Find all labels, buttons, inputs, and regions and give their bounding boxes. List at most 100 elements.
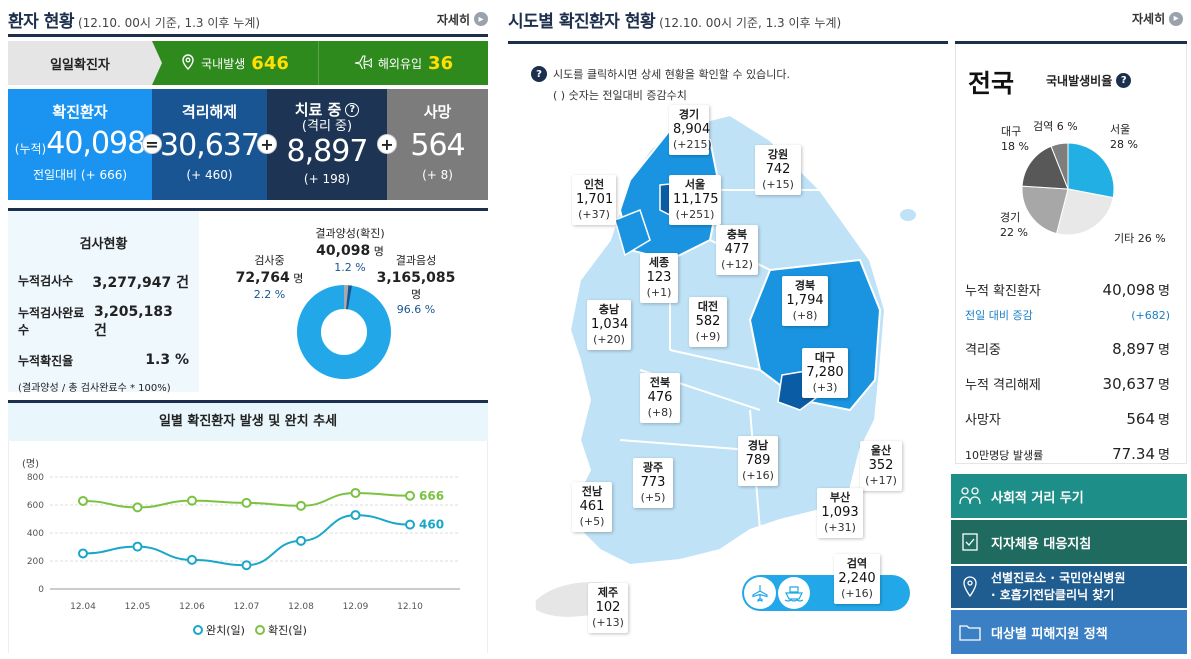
series-end-label: 666 xyxy=(419,489,444,503)
center-header: 시도별 확진환자 현황 (12.10. 00시 기준, 1.3 이후 누계) xyxy=(508,8,948,32)
trend-legend: 완치(일) 확진(일) xyxy=(193,622,307,638)
region-label-busan[interactable]: 부산 1,093 (+31) xyxy=(817,488,863,538)
clinic-finder-button[interactable]: 선별진료소 · 국민안심병원 · 호흡기전담클리닉 찾기 xyxy=(951,566,1187,608)
death-delta: (+ 8) xyxy=(422,167,453,182)
national-title: 전국 xyxy=(968,69,1015,98)
test-row: 누적검사수 3,277,947 건 xyxy=(18,274,189,291)
x-tick-label: 12.10 xyxy=(397,602,423,612)
domestic-cases: 국내발생 646 xyxy=(152,41,318,85)
pie-slice xyxy=(1021,185,1069,235)
data-point xyxy=(241,497,252,508)
daily-confirmed-label: 일일확진자 xyxy=(8,41,152,85)
local-guidelines-button[interactable]: 지자체용 대응지침 xyxy=(951,520,1187,564)
help-icon[interactable]: ? xyxy=(345,102,360,117)
map-hint: ? 시도를 클릭하시면 상세 현황을 확인할 수 있습니다. xyxy=(531,66,790,82)
treating-value: 8,897 xyxy=(286,134,369,170)
support-policy-button[interactable]: 대상별 피해지원 정책 xyxy=(951,610,1187,654)
airplane-icon xyxy=(354,54,373,72)
treating-label: 치료 중 xyxy=(294,101,342,119)
plus-icon: + xyxy=(257,134,277,154)
y-tick-label: 600 xyxy=(27,501,44,511)
button-label: 사회적 거리 두기 xyxy=(991,490,1084,506)
trend-line-chart: 0 200 400 600 800 12.04 12.05 12.06 12.07 12.08 12… xyxy=(27,473,460,612)
social-distancing-button[interactable]: 사회적 거리 두기 xyxy=(951,474,1187,518)
region-label-gyeonggi[interactable]: 경기 8,904 (+215) xyxy=(669,105,712,155)
equals-icon: = xyxy=(142,134,162,154)
region-label-incheon[interactable]: 인천 1,701 (+37) xyxy=(572,175,616,225)
map-hint-sub: ( ) 숫자는 전일대비 증감수치 xyxy=(553,89,687,102)
airplane-icon[interactable] xyxy=(744,577,776,609)
domestic-label: 국내발생 xyxy=(201,56,246,71)
region-status-title: 시도별 확진환자 현황 xyxy=(508,11,656,32)
question-icon[interactable]: ? xyxy=(1116,73,1132,88)
region-label-seoul[interactable]: 서울 11,175 (+251) xyxy=(669,175,721,225)
national-stats: 누적 확진환자 40,098 명 전일 대비 증감 (+682) 격리중 8,897 명 … xyxy=(965,280,1170,463)
data-point xyxy=(405,490,415,501)
people-icon xyxy=(959,485,981,507)
data-point xyxy=(187,554,197,565)
pie-label-daegu: 대구 18 % xyxy=(1001,125,1029,154)
button-label: 대상별 피해지원 정책 xyxy=(991,626,1108,642)
arrow-decoration xyxy=(152,41,162,85)
stat-row-incidence: 10만명당 발생률 77.34 명 xyxy=(965,445,1170,463)
region-label-daegu[interactable]: 대구 7,280 (+3) xyxy=(802,348,848,398)
region-label-gangwon[interactable]: 강원 742 (+15) xyxy=(755,145,801,195)
chevron-right-icon: ▸ xyxy=(474,12,488,26)
region-label-gyeongnam[interactable]: 경남 789 (+16) xyxy=(738,436,778,486)
y-tick-label: 0 xyxy=(38,585,44,595)
trend-chart-unit: (명) xyxy=(22,459,40,470)
ship-icon[interactable] xyxy=(778,577,810,609)
region-label-chungbuk[interactable]: 충북 477 (+12) xyxy=(716,225,758,275)
region-label-gyeongbuk[interactable]: 경북 1,794 (+8) xyxy=(782,276,828,326)
data-point xyxy=(350,510,361,521)
x-tick-label: 12.09 xyxy=(343,602,369,612)
region-status-subtitle: (12.10. 00시 기준, 1.3 이후 누계) xyxy=(659,15,842,30)
ratio-label: 국내발생비율 ? xyxy=(1046,72,1132,89)
region-status-more-link[interactable]: 자세히 ▸ xyxy=(1132,10,1184,27)
region-label-jeju[interactable]: 제주 102 (+13) xyxy=(588,583,628,633)
y-tick-label: 400 xyxy=(27,529,44,539)
plus-icon: + xyxy=(377,134,397,154)
more-label: 자세히 xyxy=(436,12,470,27)
region-label-daejeon[interactable]: 대전 582 (+9) xyxy=(689,297,727,347)
patient-status-subtitle: (12.10. 00시 기준, 1.3 이후 누계) xyxy=(77,15,261,30)
left-header: 환자 현황 (12.10. 00시 기준, 1.3 이후 누계) 자세히 ▸ xyxy=(8,8,488,32)
divider xyxy=(8,34,488,37)
test-note: (결과양성 / 총 검사완료수 * 100%) xyxy=(18,383,171,394)
confirmed-label: 확진환자 xyxy=(52,103,108,121)
data-point xyxy=(296,500,306,511)
folder-icon xyxy=(959,621,981,643)
domestic-ratio-pie xyxy=(1021,142,1115,236)
patient-status-more-link[interactable]: 자세히 ▸ xyxy=(437,11,488,28)
region-label-quarantine[interactable]: 검역 2,240 (+16) xyxy=(834,554,880,604)
region-label-gwangju[interactable]: 광주 773 (+5) xyxy=(633,458,673,508)
legend-confirmed: 확진(일) xyxy=(254,622,307,638)
pie-slice xyxy=(1067,142,1115,199)
divider xyxy=(955,41,1187,44)
question-icon: ? xyxy=(531,66,547,82)
pie-slice xyxy=(1055,188,1114,236)
death-box: 사망 564 (+ 8) xyxy=(387,89,488,200)
region-label-jeonnam[interactable]: 전남 461 (+5) xyxy=(572,482,612,532)
death-label: 사망 xyxy=(423,103,452,121)
map-pin-icon xyxy=(959,576,981,598)
x-tick-label: 12.08 xyxy=(288,602,314,612)
button-label: 지자체용 대응지침 xyxy=(991,536,1092,552)
pie-label-seoul: 서울 28 % xyxy=(1110,123,1138,152)
patient-status-title: 환자 현황 xyxy=(8,11,74,32)
region-incheon xyxy=(614,209,651,257)
test-status-panel: 검사현황 누적검사수 3,277,947 건 누적검사완료수 3,205,183 건… xyxy=(8,211,199,394)
data-point xyxy=(350,487,361,498)
region-label-jeonbuk[interactable]: 전북 476 (+8) xyxy=(640,373,680,423)
region-label-sejong[interactable]: 세종 123 (+1) xyxy=(640,253,678,303)
region-label-ulsan[interactable]: 울산 352 (+17) xyxy=(860,441,902,491)
domestic-value: 646 xyxy=(251,52,289,74)
pie-slice xyxy=(1021,145,1069,190)
region-label-chungnam[interactable]: 충남 1,034 (+20) xyxy=(587,300,631,350)
divider xyxy=(508,41,948,44)
trend-chart-panel xyxy=(8,441,488,653)
released-label: 격리해제 xyxy=(181,103,238,121)
confirmed-prefix: (누적) xyxy=(14,142,47,156)
donut-testing-label: 검사중 72,764 명 2.2 % xyxy=(235,254,304,301)
treating-box: 치료 중 ? (격리 중) 8,897 (+ 198) xyxy=(267,89,387,200)
